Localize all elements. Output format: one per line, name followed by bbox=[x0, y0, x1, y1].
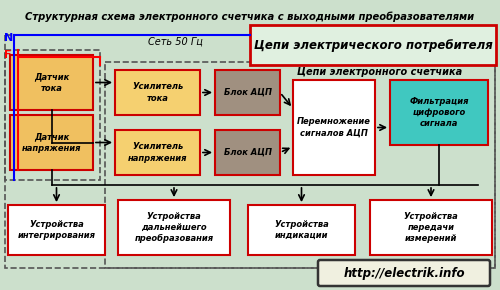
Text: N: N bbox=[4, 33, 13, 43]
Text: http://electrik.info: http://electrik.info bbox=[343, 267, 465, 280]
Text: Датчик
тока: Датчик тока bbox=[34, 72, 69, 93]
Text: Блок АЦП: Блок АЦП bbox=[224, 148, 272, 157]
Bar bbox=[118, 200, 230, 255]
Text: Структурная схема электронного счетчика с выходными преобразователями: Структурная схема электронного счетчика … bbox=[26, 12, 474, 23]
Bar bbox=[115, 130, 200, 175]
Text: Устройства
интегрирования: Устройства интегрирования bbox=[18, 220, 96, 240]
Bar bbox=[5, 50, 100, 180]
Bar bbox=[370, 200, 492, 255]
Text: Усилитель
тока: Усилитель тока bbox=[132, 82, 183, 103]
Bar bbox=[390, 80, 488, 145]
FancyBboxPatch shape bbox=[318, 260, 490, 286]
Text: Цепи электронного счетчика: Цепи электронного счетчика bbox=[298, 67, 462, 77]
Bar bbox=[115, 70, 200, 115]
Text: Сеть 50 Гц: Сеть 50 Гц bbox=[148, 37, 203, 47]
Text: F: F bbox=[4, 50, 12, 60]
Bar bbox=[293, 80, 375, 175]
Bar bbox=[5, 35, 495, 268]
Bar bbox=[215, 70, 280, 115]
Text: Усилитель
напряжения: Усилитель напряжения bbox=[128, 142, 187, 163]
Text: Датчик
напряжения: Датчик напряжения bbox=[22, 133, 81, 153]
Bar bbox=[10, 115, 93, 170]
Bar bbox=[250, 25, 496, 65]
Bar bbox=[10, 55, 93, 110]
Text: Перемножение
сигналов АЦП: Перемножение сигналов АЦП bbox=[297, 117, 371, 137]
Text: Устройства
дальнейшего
преобразования: Устройства дальнейшего преобразования bbox=[134, 212, 214, 243]
Bar bbox=[105, 62, 495, 268]
Text: Фильтрация
цифрового
сигнала: Фильтрация цифрового сигнала bbox=[409, 97, 469, 128]
Bar bbox=[248, 205, 355, 255]
Bar bbox=[8, 205, 105, 255]
Text: Блок АЦП: Блок АЦП bbox=[224, 88, 272, 97]
Bar bbox=[215, 130, 280, 175]
Text: Устройства
индикации: Устройства индикации bbox=[274, 220, 329, 240]
Text: Устройства
передачи
измерений: Устройства передачи измерений bbox=[404, 212, 458, 243]
Text: Цепи электрического потребителя: Цепи электрического потребителя bbox=[254, 39, 492, 52]
